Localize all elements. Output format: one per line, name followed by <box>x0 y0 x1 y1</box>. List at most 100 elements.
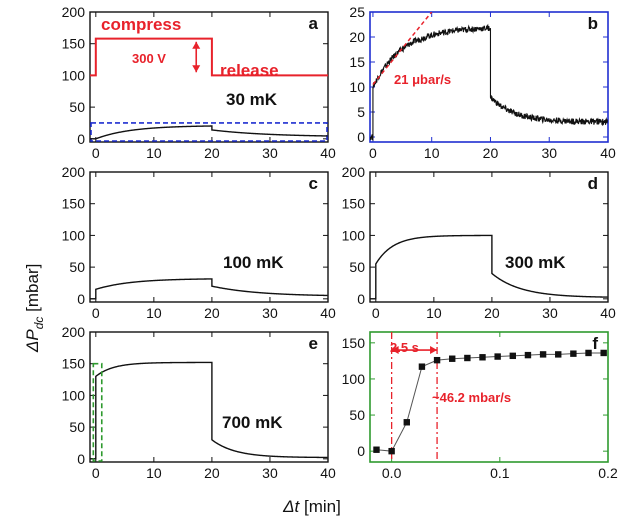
y-tick-label-e: 0 <box>77 451 85 467</box>
panel-b-curve <box>370 23 608 142</box>
voltage-arrow-head-up <box>192 41 201 49</box>
x-tick-label-f: 0.2 <box>598 465 618 481</box>
data-point-f <box>539 351 547 358</box>
x-label-main: Δt <box>282 497 300 516</box>
y-tick-label-b: 5 <box>357 104 365 120</box>
span-label-f: 2.5 s <box>390 340 419 355</box>
y-tick-label-c: 200 <box>62 164 86 180</box>
voltage-trace <box>90 37 328 77</box>
panel-b-frame <box>369 11 609 143</box>
panel-a-ticks: 0 10 20 30 40 0 50 100 150 200 <box>62 4 336 161</box>
zoom-box-e <box>92 362 103 462</box>
data-point-f <box>418 363 426 370</box>
y-tick-label-a: 150 <box>62 36 86 52</box>
y-tick-label-b: 0 <box>357 129 365 145</box>
y-tick-label-e: 50 <box>69 419 85 435</box>
panel-c-curve <box>90 278 328 300</box>
y-tick-label-e: 200 <box>62 324 86 340</box>
x-axis-label: Δt [min] <box>282 497 341 516</box>
span-arrow-head-left <box>391 346 399 355</box>
temperature-label-a: 30 mK <box>226 90 278 109</box>
panel-f-overlay <box>376 332 604 462</box>
x-tick-label-a: 30 <box>262 145 278 161</box>
x-tick-label-e: 30 <box>262 465 278 481</box>
x-tick-label-d: 0 <box>372 305 380 321</box>
panel-d-ticks: 0 10 20 30 40 0 50 100 150 200 <box>342 164 616 321</box>
y-tick-label-f: 100 <box>342 371 366 387</box>
voltage-arrow-head-down <box>192 65 201 73</box>
x-tick-label-f: 0.1 <box>490 465 510 481</box>
x-tick-label-a: 40 <box>320 145 336 161</box>
y-tick-label-a: 0 <box>77 131 85 147</box>
x-tick-label-a: 20 <box>204 145 220 161</box>
y-tick-label-a: 200 <box>62 4 86 20</box>
panel-e-frame <box>89 331 329 463</box>
y-tick-label-d: 150 <box>342 196 366 212</box>
panel-label-c: c <box>309 174 318 193</box>
y-tick-label-b: 20 <box>349 29 365 45</box>
panel-a: 0 10 20 30 40 0 50 100 150 200 a compress release… <box>62 4 336 161</box>
voltage-label: 300 V <box>132 51 166 66</box>
y-tick-label-c: 0 <box>77 291 85 307</box>
panel-f-markers <box>373 349 607 455</box>
y-tick-label-f: 0 <box>357 443 365 459</box>
temperature-label-c: 100 mK <box>223 253 284 272</box>
y-tick-label-c: 50 <box>69 259 85 275</box>
x-tick-label-e: 40 <box>320 465 336 481</box>
y-label-unit: [mbar] <box>23 264 42 317</box>
y-tick-label-c: 150 <box>62 196 86 212</box>
data-point-f <box>479 354 486 361</box>
x-tick-label-c: 10 <box>146 305 162 321</box>
rate-label-f: ~46.2 mbar/s <box>432 390 511 405</box>
panel-d-curve <box>370 234 608 300</box>
data-point-f <box>449 355 456 362</box>
panel-e: 0 10 20 30 40 0 50 100 150 200 e 700 mK <box>62 324 336 481</box>
data-point-f <box>373 446 380 453</box>
x-tick-label-a: 10 <box>146 145 162 161</box>
y-tick-label-c: 100 <box>62 227 86 243</box>
y-tick-label-b: 25 <box>349 4 365 20</box>
data-point-f <box>600 349 607 357</box>
x-tick-label-d: 20 <box>484 305 500 321</box>
panel-a-curve <box>90 125 328 140</box>
x-tick-label-d: 10 <box>426 305 442 321</box>
span-arrow-head-right <box>430 346 438 355</box>
x-tick-label-b: 40 <box>600 145 616 161</box>
panel-c: 0 10 20 30 40 0 50 100 150 200 c 100 mK <box>62 164 336 321</box>
x-tick-label-c: 0 <box>92 305 100 321</box>
release-label: release <box>220 61 279 80</box>
y-tick-label-b: 15 <box>349 54 365 70</box>
panel-f: 0.0 0.1 0.2 0 50 100 150 f 2.5 s ~46.2 mbar/s <box>342 331 618 481</box>
temperature-label-d: 300 mK <box>505 253 566 272</box>
panel-f-frame <box>369 331 609 463</box>
data-point-f <box>570 350 577 357</box>
zoom-box-a <box>90 122 328 142</box>
x-tick-label-c: 30 <box>262 305 278 321</box>
x-tick-label-d: 30 <box>542 305 558 321</box>
x-tick-label-c: 40 <box>320 305 336 321</box>
y-tick-label-f: 150 <box>342 335 366 351</box>
panel-a-frame <box>89 11 329 143</box>
data-point-f <box>509 352 516 360</box>
rate-label-b: 21 μbar/s <box>394 72 451 87</box>
x-tick-label-b: 30 <box>541 145 557 161</box>
x-tick-label-a: 0 <box>92 145 100 161</box>
y-tick-label-d: 100 <box>342 227 366 243</box>
y-tick-label-a: 100 <box>62 67 86 83</box>
x-tick-label-d: 40 <box>600 305 616 321</box>
panel-label-e: e <box>309 334 318 353</box>
panel-label-f: f <box>592 334 598 353</box>
y-label-main: ΔP <box>23 329 42 353</box>
x-tick-label-b: 20 <box>483 145 499 161</box>
y-tick-label-d: 50 <box>349 259 365 275</box>
panel-b: 0 10 20 30 40 0 5 10 15 20 25 b 21 μbar/s <box>349 4 616 161</box>
fit-line-b <box>372 12 433 85</box>
panel-a-overlay <box>90 37 328 142</box>
temperature-label-e: 700 mK <box>222 413 283 432</box>
panel-e-curve <box>90 361 328 460</box>
y-tick-label-a: 50 <box>69 99 85 115</box>
x-tick-label-e: 10 <box>146 465 162 481</box>
y-tick-label-d: 200 <box>342 164 366 180</box>
y-label-sub: dc <box>32 317 46 330</box>
x-tick-label-e: 0 <box>92 465 100 481</box>
